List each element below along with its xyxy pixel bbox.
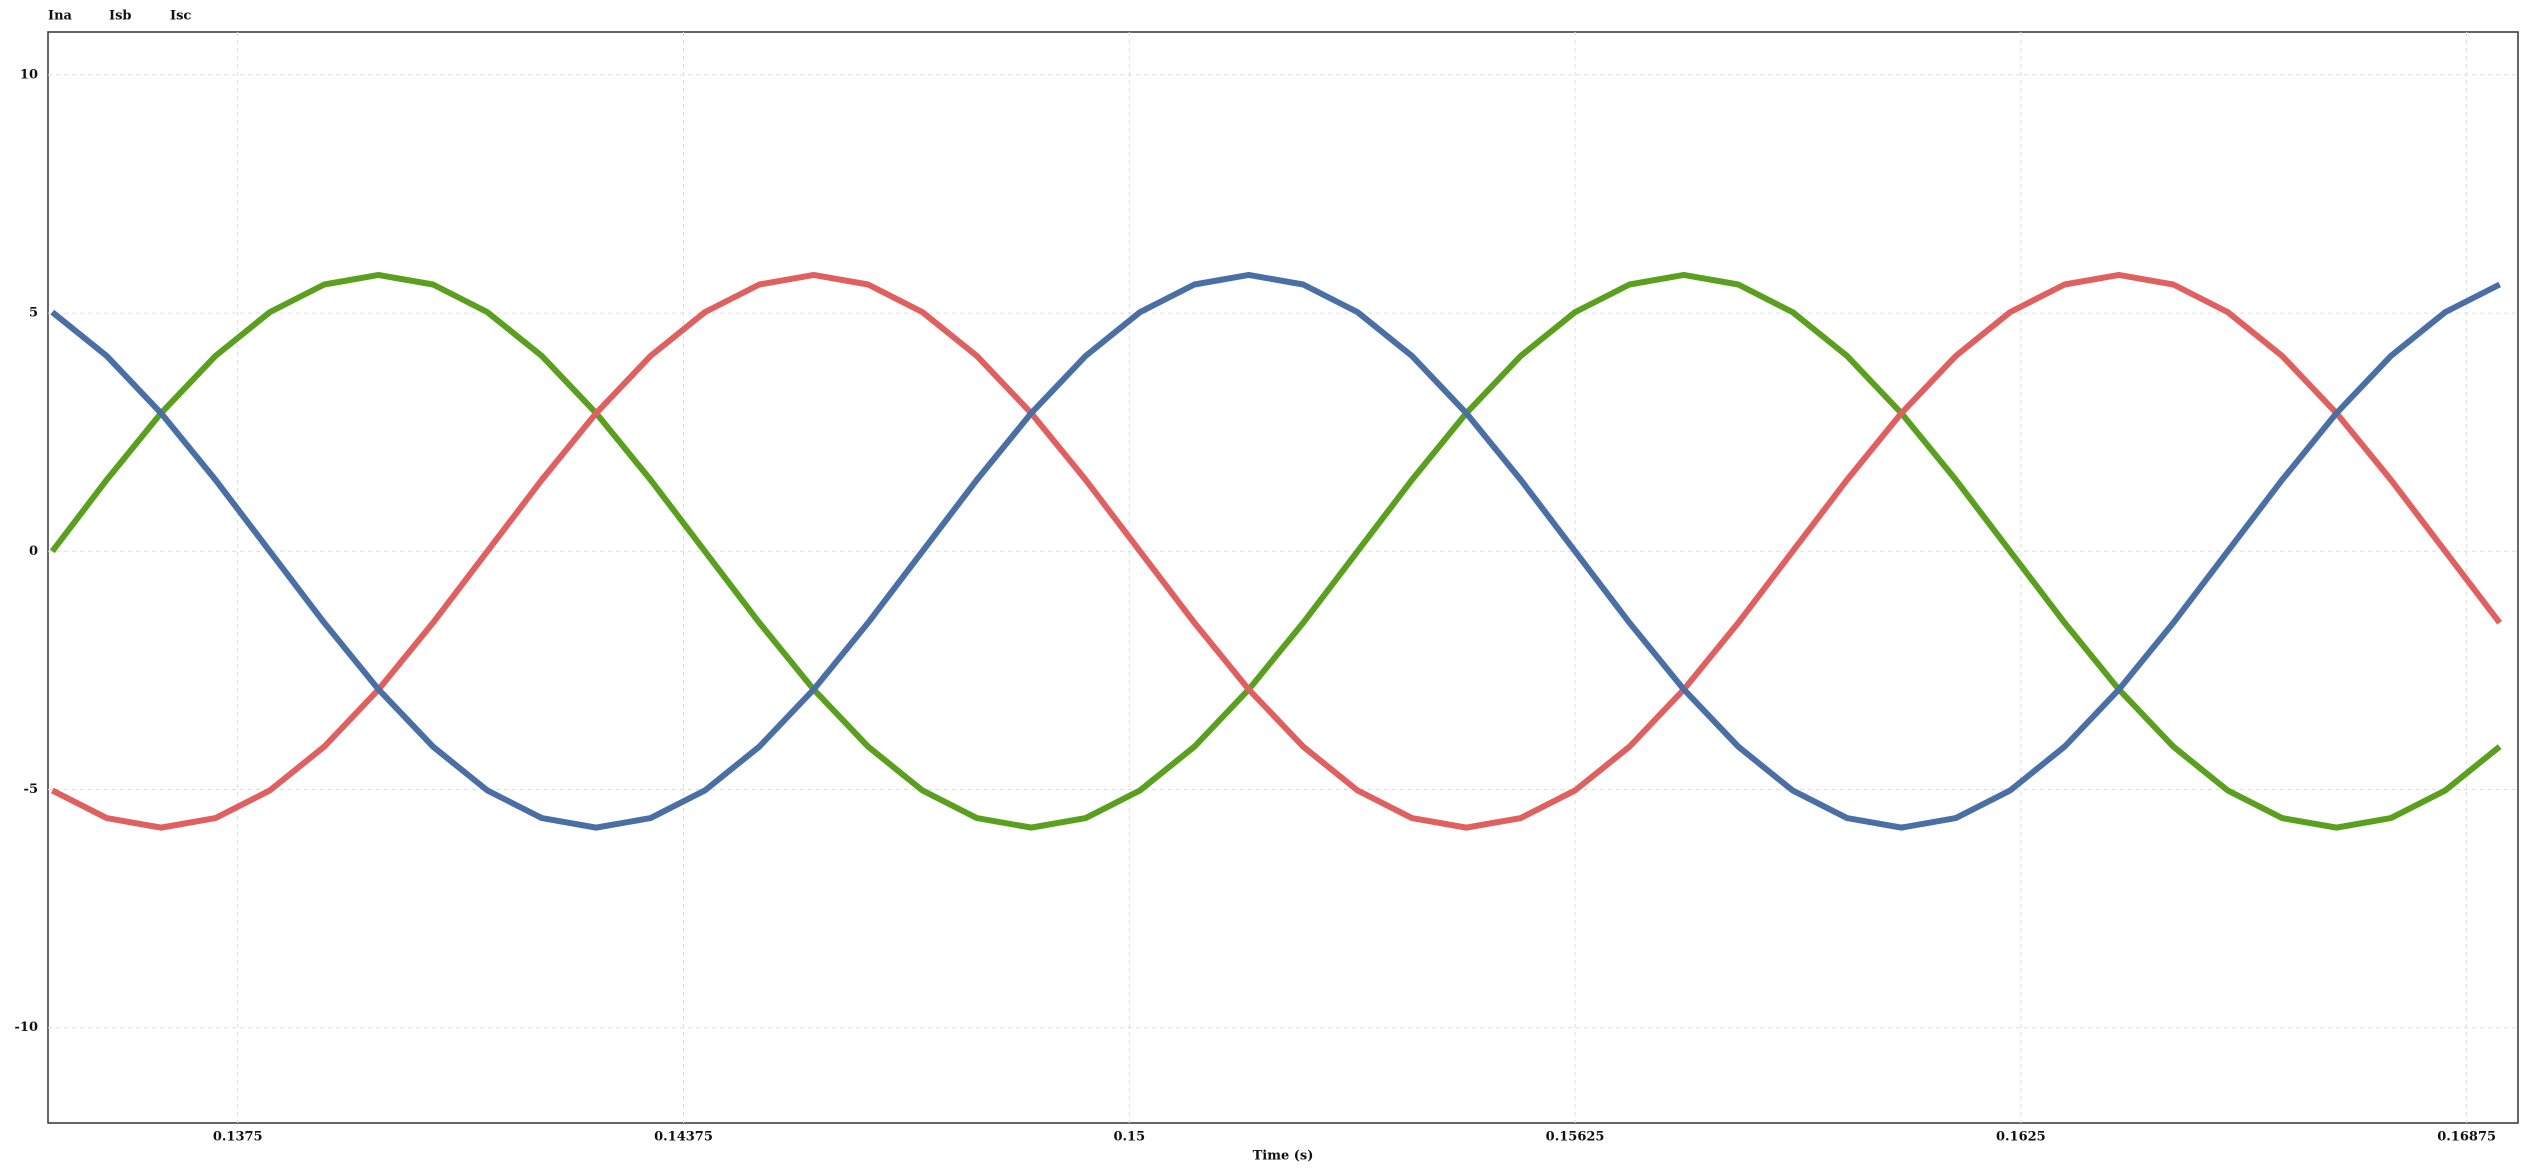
legend-label: Isc — [170, 9, 191, 24]
series-line — [50, 271, 2502, 831]
y-tick-label: -10 — [15, 1020, 39, 1035]
legend-label: Isb — [109, 9, 132, 24]
y-tick-label: -5 — [24, 782, 38, 797]
y-tick-label: 0 — [29, 544, 38, 559]
x-tick-label: 0.1375 — [213, 1130, 263, 1145]
series-line — [49, 271, 2502, 831]
y-tick-label: 10 — [20, 67, 38, 82]
plot-frame — [47, 31, 2519, 1124]
y-tick-label: 5 — [29, 306, 38, 321]
x-tick-label: 0.1625 — [1996, 1130, 2046, 1145]
series-line — [50, 271, 2503, 831]
x-axis-label: Time (s) — [1253, 1149, 1314, 1164]
x-tick-label: 0.16875 — [2437, 1130, 2496, 1145]
x-tick-label: 0.14375 — [654, 1130, 713, 1145]
x-tick-label: 0.15625 — [1546, 1130, 1605, 1145]
x-tick-label: 0.15 — [1113, 1130, 1145, 1145]
legend-label: Ina — [48, 9, 73, 24]
